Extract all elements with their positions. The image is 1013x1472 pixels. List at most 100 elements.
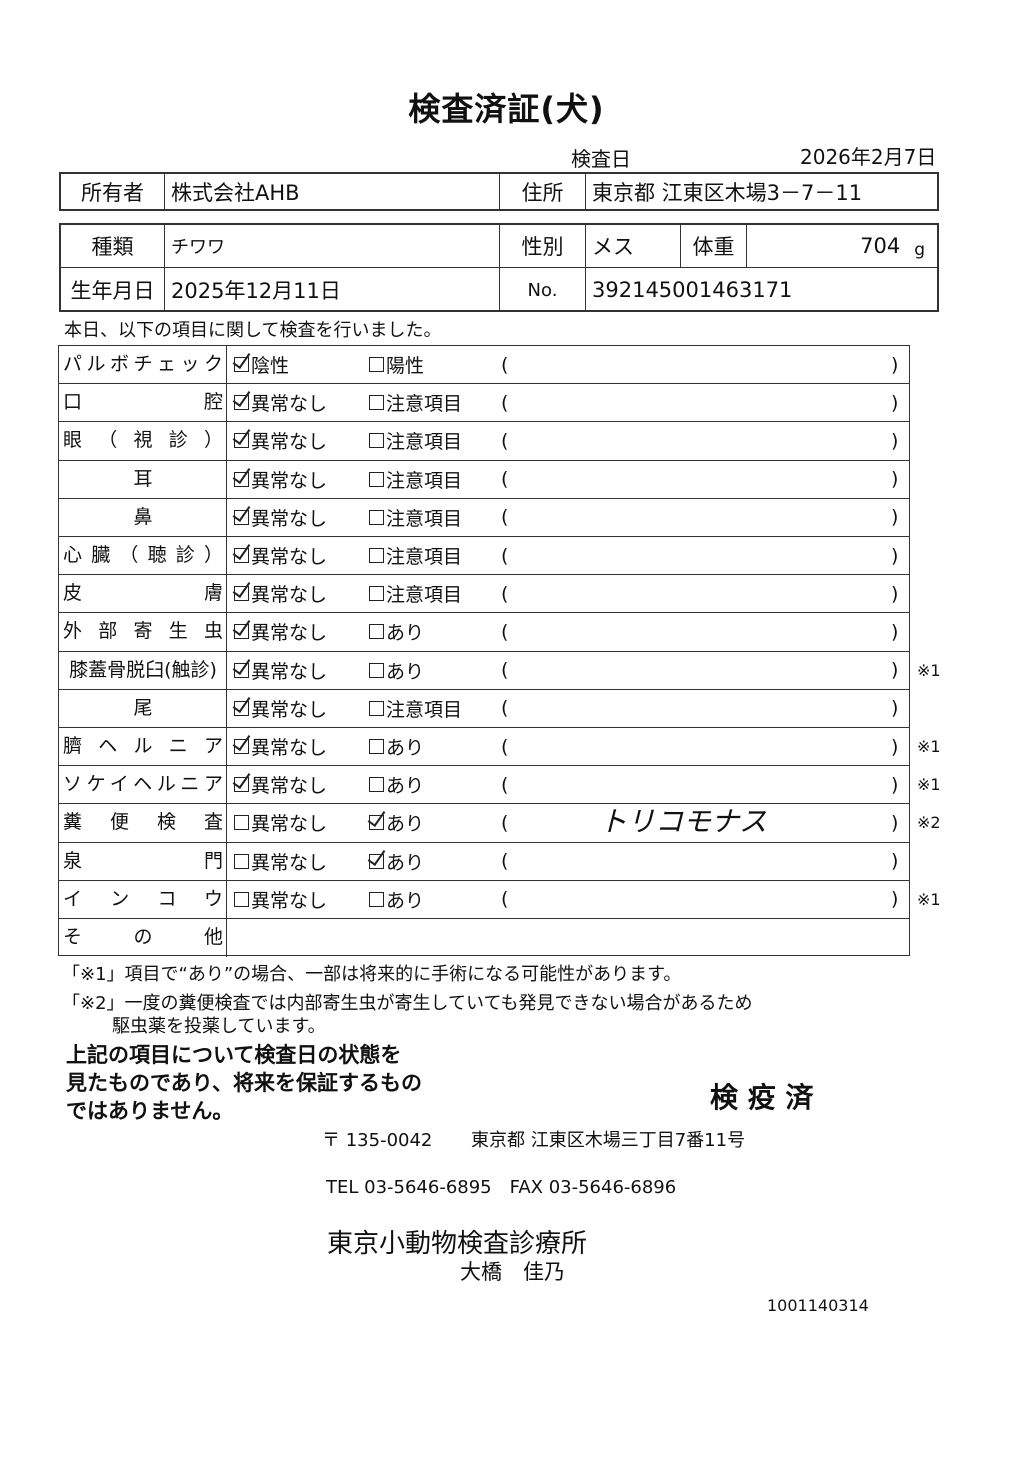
checkbox-icon[interactable] — [234, 739, 249, 755]
checkbox-icon[interactable] — [234, 891, 249, 907]
item-label: 外部寄生虫 — [59, 613, 227, 651]
option-1[interactable]: 異常なし — [234, 690, 327, 727]
item-label: ソケイヘルニア — [59, 766, 227, 804]
checkbox-icon[interactable] — [234, 433, 249, 449]
weight-field: 704 g — [747, 225, 937, 267]
option-2-label: あり — [386, 660, 425, 683]
option-2[interactable]: 注意項目 — [369, 499, 462, 536]
checkbox-icon[interactable] — [234, 395, 249, 411]
option-1[interactable]: 異常なし — [234, 613, 327, 650]
checkbox-icon[interactable] — [234, 662, 249, 678]
option-2[interactable]: 注意項目 — [369, 690, 462, 727]
paren-open: ( — [501, 391, 509, 414]
option-1-label: 異常なし — [251, 737, 328, 760]
option-1[interactable]: 陰性 — [234, 346, 289, 383]
sex-value: メス — [586, 225, 681, 267]
option-1-label: 異常なし — [251, 507, 328, 530]
option-2-label: 注意項目 — [386, 393, 463, 416]
checkbox-icon[interactable] — [234, 815, 249, 831]
note-mark: ※1 — [917, 737, 941, 757]
option-1-label: 異常なし — [251, 393, 328, 416]
checkbox-icon[interactable] — [234, 509, 249, 525]
option-2[interactable]: 注意項目 — [369, 384, 462, 421]
note-mark: ※1 — [917, 889, 941, 909]
option-2[interactable]: 陽性 — [369, 346, 424, 383]
checkbox-icon[interactable] — [234, 700, 249, 716]
checkbox-icon[interactable] — [234, 853, 249, 869]
checkbox-icon[interactable] — [369, 509, 384, 525]
item-row: 心臓（聴診） 異常なし 注意項目 ( ) — [59, 537, 909, 576]
item-label: 鼻 — [59, 498, 227, 536]
option-2[interactable]: 注意項目 — [369, 537, 462, 574]
checkbox-icon[interactable] — [234, 357, 249, 373]
checkbox-icon[interactable] — [369, 739, 384, 755]
option-1-label: 異常なし — [251, 813, 328, 836]
paren-close: ) — [891, 735, 899, 758]
checkbox-icon[interactable] — [369, 777, 384, 793]
item-row: 泉門 異常なし あり ( ) — [59, 842, 909, 881]
option-1[interactable]: 異常なし — [234, 728, 327, 765]
checkbox-icon[interactable] — [369, 586, 384, 602]
option-2[interactable]: あり — [369, 652, 424, 689]
option-1[interactable]: 異常なし — [234, 652, 327, 689]
option-2[interactable]: あり — [369, 843, 424, 880]
option-1[interactable]: 異常なし — [234, 384, 327, 421]
option-1-label: 異常なし — [251, 622, 328, 645]
option-1[interactable]: 異常なし — [234, 766, 327, 803]
checkbox-icon[interactable] — [369, 548, 384, 564]
checkbox-icon[interactable] — [234, 624, 249, 640]
checkbox-icon[interactable] — [369, 357, 384, 373]
no-value: 392145001463171 — [592, 278, 793, 302]
option-1[interactable]: 異常なし — [234, 537, 327, 574]
paren-close: ) — [891, 429, 899, 452]
option-1-label: 陰性 — [251, 355, 290, 378]
option-2[interactable]: あり — [369, 766, 424, 803]
exam-date-label: 検査日 — [571, 147, 631, 171]
option-1[interactable]: 異常なし — [234, 422, 327, 459]
option-1[interactable]: 異常なし — [234, 461, 327, 498]
option-2-label: 注意項目 — [386, 698, 463, 721]
paren-open: ( — [501, 620, 509, 643]
checkbox-icon[interactable] — [369, 891, 384, 907]
option-2[interactable]: あり — [369, 804, 424, 841]
option-2[interactable]: あり — [369, 881, 424, 918]
serial-number: 1001140314 — [767, 1296, 869, 1315]
option-1[interactable]: 異常なし — [234, 804, 327, 841]
item-label: 眼（視診） — [59, 422, 227, 460]
paren-close: ) — [891, 697, 899, 720]
item-label: 尾 — [59, 689, 227, 727]
checkbox-icon[interactable] — [369, 853, 384, 869]
option-1[interactable]: 異常なし — [234, 575, 327, 612]
option-2[interactable]: 注意項目 — [369, 422, 462, 459]
footnote-2-cont: 駆虫薬を投薬しています。 — [112, 1016, 326, 1037]
option-2[interactable]: 注意項目 — [369, 575, 462, 612]
option-2[interactable]: あり — [369, 728, 424, 765]
checkbox-icon[interactable] — [234, 471, 249, 487]
paren-close: ) — [891, 506, 899, 529]
item-row: インコウ 異常なし あり ( ) ※1 — [59, 880, 941, 919]
paren-close: ) — [891, 582, 899, 605]
checkbox-icon[interactable] — [369, 471, 384, 487]
checkbox-icon[interactable] — [369, 395, 384, 411]
option-1[interactable]: 異常なし — [234, 843, 327, 880]
checkbox-icon[interactable] — [234, 548, 249, 564]
checkbox-icon[interactable] — [369, 433, 384, 449]
checkbox-icon[interactable] — [369, 662, 384, 678]
checkbox-icon[interactable] — [369, 700, 384, 716]
option-1[interactable]: 異常なし — [234, 499, 327, 536]
item-label: 膝蓋骨脱臼(触診) — [59, 651, 227, 689]
paren-open: ( — [501, 544, 509, 567]
breed-label: 種類 — [61, 225, 165, 267]
paren-open: ( — [501, 850, 509, 873]
checkbox-icon[interactable] — [234, 777, 249, 793]
item-row: 口腔 異常なし 注意項目 ( ) — [59, 384, 909, 423]
checkbox-icon[interactable] — [369, 815, 384, 831]
checkbox-icon[interactable] — [234, 586, 249, 602]
option-2[interactable]: あり — [369, 613, 424, 650]
option-1[interactable]: 異常なし — [234, 881, 327, 918]
animal-table: 種類 チワワ 性別 メス 体重 704 g 生年月日 2025年12月11日 No… — [59, 223, 939, 312]
postal-code: 〒 135-0042 — [322, 1130, 433, 1151]
checkbox-icon[interactable] — [369, 624, 384, 640]
option-2[interactable]: 注意項目 — [369, 461, 462, 498]
option-1-label: 異常なし — [251, 584, 328, 607]
